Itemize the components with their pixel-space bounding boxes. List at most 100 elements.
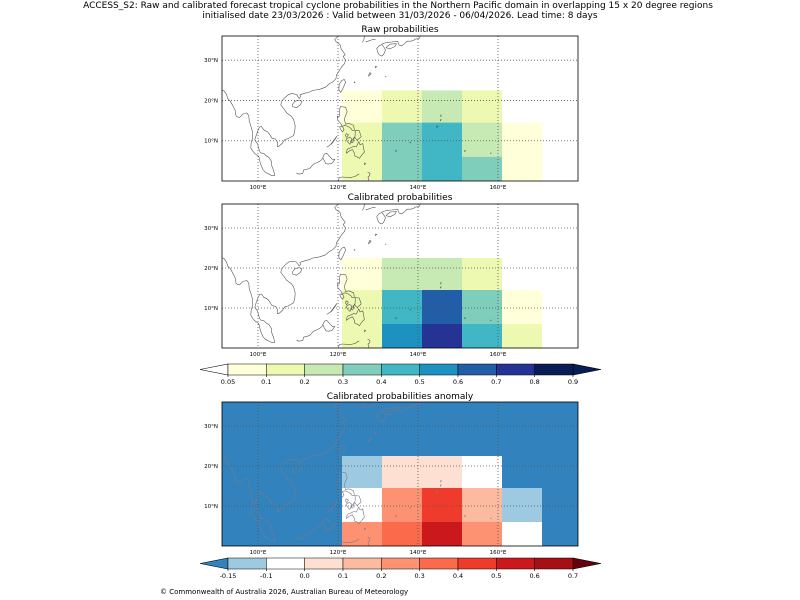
raw-region-cell-1 [382, 90, 422, 123]
cal-xtick-label-3: 160°E [490, 352, 507, 358]
prob-colorbar-tick-label-6: 0.6 [453, 378, 463, 386]
anom-colorbar-swatch-0 [227, 557, 267, 570]
anom-region-cell-12 [502, 522, 542, 546]
cal-ytick-label-2: 30°N [204, 226, 218, 232]
prob-colorbar-tick-label-3: 0.3 [338, 378, 348, 386]
copyright-footer: © Commonwealth of Australia 2026, Austra… [160, 588, 408, 596]
raw-coastline-30 [367, 171, 371, 181]
cal-coastline-31 [364, 329, 366, 333]
cal-coastline-10 [346, 308, 365, 326]
raw-region-cell-7 [462, 122, 502, 157]
cal-coastline-9 [339, 293, 345, 300]
anom-region-cell-9 [462, 488, 502, 522]
raw-coastline-15 [381, 36, 421, 47]
calibrated-anomaly-panel: Calibrated probabilities anomaly 100°E 120… [204, 392, 579, 556]
anom-colorbar-swatch-6 [457, 557, 497, 570]
figure-title-line1: ACCESS_S2: Raw and calibrated forecast t… [83, 1, 713, 11]
raw-region-cell-9 [502, 122, 542, 181]
raw-coastline-11 [322, 152, 336, 165]
anom-coastline-18 [368, 438, 372, 443]
cal-region-cell-9 [462, 324, 502, 348]
cal-region-cell-7 [422, 324, 462, 348]
cal-region-cell-4 [382, 290, 422, 324]
prob-colorbar-tick-label-4: 0.4 [376, 378, 386, 386]
cal-coastline-20 [353, 249, 356, 251]
cal-ytick-label-0: 10°N [204, 306, 218, 312]
prob-colorbar-swatch-6 [457, 363, 497, 376]
cal-map-frame [221, 203, 579, 349]
raw-region-cell-5 [382, 122, 422, 181]
cal-coastline-22 [436, 292, 439, 296]
cal-coastline-26 [409, 309, 412, 311]
raw-map-frame [221, 35, 579, 182]
anom-region-cell-2 [462, 456, 502, 488]
cal-coastline-25 [395, 316, 397, 320]
anom-colorbar-swatch-5 [419, 557, 459, 570]
anom-colorbar-swatch-7 [496, 557, 535, 570]
cal-coastline-0 [222, 204, 346, 344]
anom-coastline-13 [376, 410, 386, 423]
cal-ytick-label-1: 20°N [204, 266, 218, 272]
anom-colorbar-tick-label-6: 0.4 [453, 572, 463, 580]
cal-region-cell-5 [382, 324, 422, 348]
prob-colorbar-over-extension [572, 363, 602, 376]
cal-coastline-3 [336, 273, 355, 298]
raw-ytick-label-0: 10°N [204, 139, 218, 145]
anom-coastline-17 [365, 404, 376, 408]
cal-coastline-14 [385, 211, 397, 218]
cal-coastline-19 [374, 233, 378, 236]
anom-colorbar-tick-label-9: 0.7 [568, 572, 578, 580]
calibrated-probabilities-panel: Calibrated probabilities 100°E 120°E 140°E 1… [204, 193, 579, 358]
anom-coastline-8 [326, 501, 338, 513]
prob-colorbar-swatch-4 [381, 363, 420, 376]
raw-ytick-label-1: 20°N [204, 98, 218, 104]
raw-xtick-label-1: 120°E [330, 185, 347, 191]
anom-coastline-0 [222, 402, 346, 542]
anom-ytick-label-0: 10°N [204, 504, 218, 510]
anom-map-frame [221, 401, 579, 547]
anom-coastline-10 [346, 506, 365, 524]
raw-coastline-23 [440, 119, 442, 122]
prob-colorbar-swatch-2 [304, 363, 344, 376]
prob-colorbar-tick-label-9: 0.9 [568, 378, 578, 386]
cal-coastline-28 [490, 319, 492, 322]
anomaly-colorbar: -0.15 -0.1 0.0 0.1 0.2 0.3 0.4 0.5 0.6 0.7 [199, 557, 602, 580]
raw-coastline-25 [395, 149, 397, 153]
raw-coastline-14 [385, 43, 397, 50]
anom-colorbar-tick-label-2: 0.0 [299, 572, 309, 580]
cal-region-cell-6 [422, 290, 462, 324]
cal-coastline-17 [365, 206, 376, 210]
raw-coastline-13 [376, 44, 386, 57]
cal-region-cell-11 [502, 324, 542, 348]
anom-coastline-11 [322, 518, 336, 530]
anom-colorbar-swatch-8 [534, 557, 574, 570]
anom-xtick-label-3: 160°E [490, 550, 507, 556]
anom-colorbar-swatch-2 [304, 557, 344, 570]
anom-coastline-31 [364, 527, 366, 531]
anom-coastline-5 [345, 502, 352, 510]
raw-coastline-4 [354, 130, 362, 141]
anom-colorbar-tick-label-8: 0.6 [529, 572, 539, 580]
prob-colorbar-tick-label-8: 0.8 [529, 378, 539, 386]
raw-coastline-20 [353, 81, 356, 83]
prob-colorbar-swatch-5 [419, 363, 459, 376]
cal-coastline-6 [345, 300, 349, 306]
anom-colorbar-tick-label-7: 0.5 [491, 572, 501, 580]
cal-region-cell-10 [502, 290, 542, 324]
anom-colorbar-tick-label-5: 0.3 [414, 572, 424, 580]
raw-coastline-10 [346, 141, 365, 159]
anom-region-cell-1 [382, 456, 462, 488]
anom-coastline-7 [350, 502, 355, 509]
cal-region-cell-1 [382, 258, 462, 290]
prob-colorbar-under-extension [199, 363, 229, 376]
cal-coastline-2 [338, 246, 346, 261]
raw-region-cell-0 [342, 90, 382, 123]
anom-coastline-12 [296, 522, 324, 540]
anom-coastline-20 [353, 447, 356, 449]
anom-region-cell-10 [462, 522, 502, 546]
cal-map-area [222, 204, 578, 348]
prob-colorbar-swatch-3 [342, 363, 382, 376]
anom-xtick-label-1: 120°E [330, 550, 347, 556]
raw-panel-title: Raw probabilities [361, 25, 439, 35]
